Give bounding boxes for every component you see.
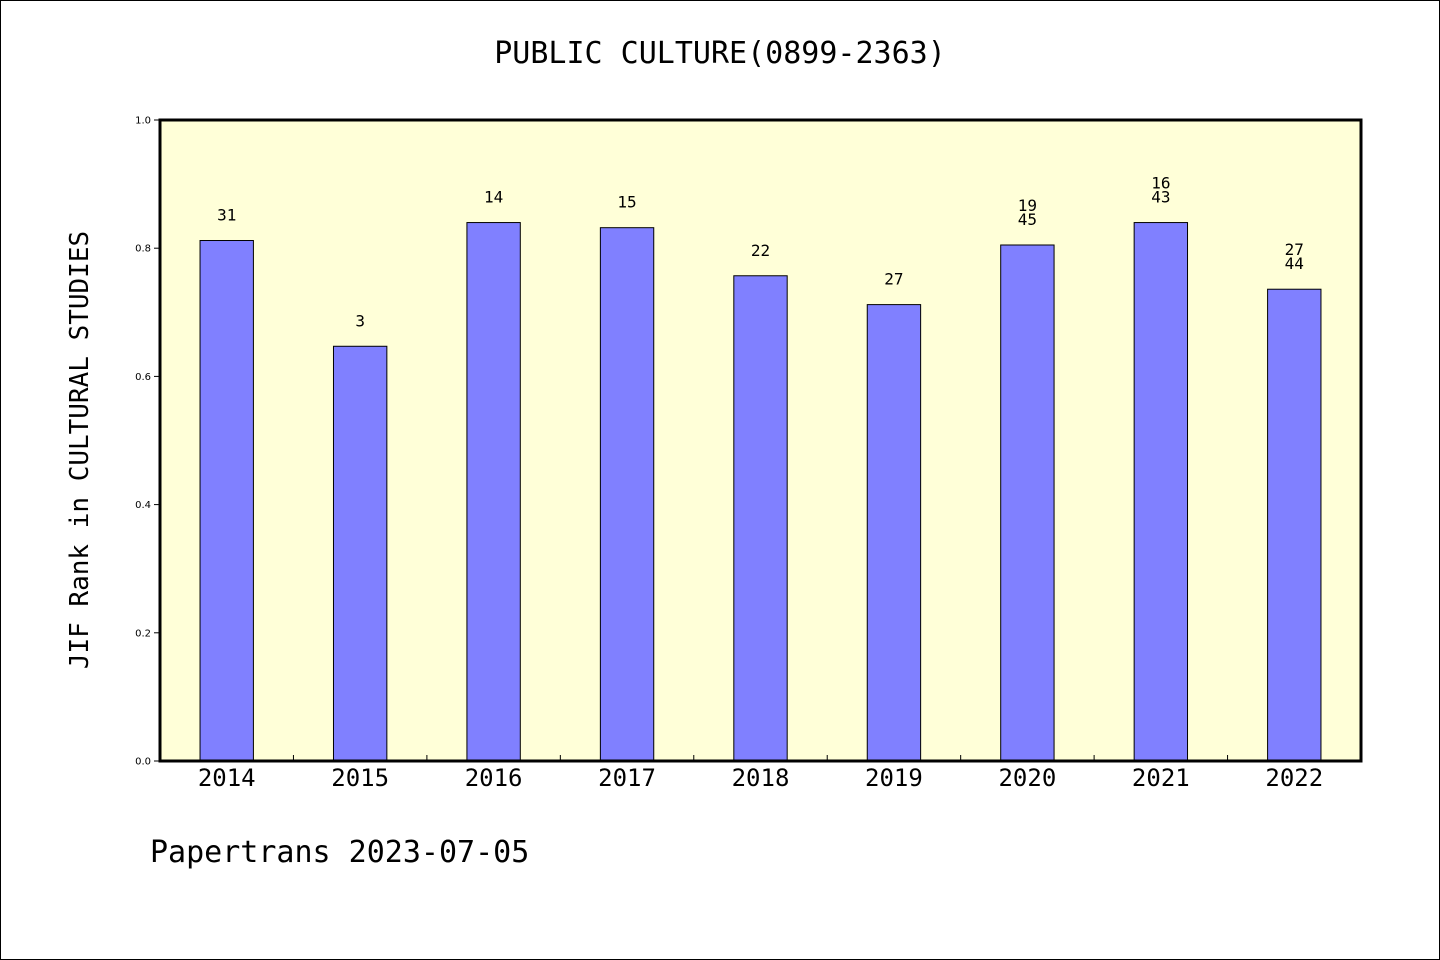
bar-label-2018-0: 22 [751, 241, 770, 260]
chart-title: PUBLIC CULTURE(0899-2363) [494, 36, 946, 71]
bar-label-2015-0: 3 [355, 311, 365, 330]
bar-2020 [1000, 244, 1055, 762]
bar-label-2021-1: 43 [1151, 188, 1170, 207]
bar-label-2020-0: 19 [1018, 196, 1037, 215]
bar-2019 [866, 304, 922, 762]
y-tick-label-4: 0.8 [135, 244, 151, 255]
bar-2015 [332, 345, 388, 762]
bar-label-2022-1: 44 [1285, 254, 1304, 273]
bar-label-2021-0: 16 [1151, 174, 1170, 193]
bar-label-2014-0: 31 [217, 206, 236, 225]
bar-2017 [599, 227, 655, 762]
x-tick-label-2018: 2018 [732, 764, 790, 792]
bar-label-2016-0: 14 [484, 188, 503, 207]
x-tick-label-2020: 2020 [998, 764, 1056, 792]
bar-2018 [733, 275, 788, 762]
x-tick-label-2021: 2021 [1132, 764, 1190, 792]
footer-credit: Papertrans 2023-07-05 [150, 835, 530, 870]
y-tick-label-2: 0.4 [135, 500, 151, 511]
x-tick-label-2014: 2014 [198, 764, 256, 792]
bar-2021 [1133, 222, 1189, 762]
bar-label-2017-0: 15 [617, 193, 636, 212]
bar-2014 [199, 240, 254, 762]
x-tick-label-2022: 2022 [1265, 764, 1323, 792]
y-tick-label-5: 1.0 [135, 116, 151, 127]
plot-border [158, 118, 1363, 763]
x-tick-label-2015: 2015 [331, 764, 389, 792]
bar-label-2022-0: 27 [1285, 240, 1304, 259]
x-tick-label-2019: 2019 [865, 764, 923, 792]
y-tick-label-0: 0.0 [135, 757, 151, 768]
y-tick-label-1: 0.2 [135, 628, 151, 639]
y-tick-label-3: 0.6 [135, 372, 151, 383]
x-tick-label-2016: 2016 [465, 764, 523, 792]
bar-label-2020-1: 45 [1018, 210, 1037, 229]
bar-2016 [466, 222, 521, 762]
bar-2022 [1267, 288, 1322, 762]
x-tick-label-2017: 2017 [598, 764, 656, 792]
bar-label-2019-0: 27 [884, 270, 903, 289]
